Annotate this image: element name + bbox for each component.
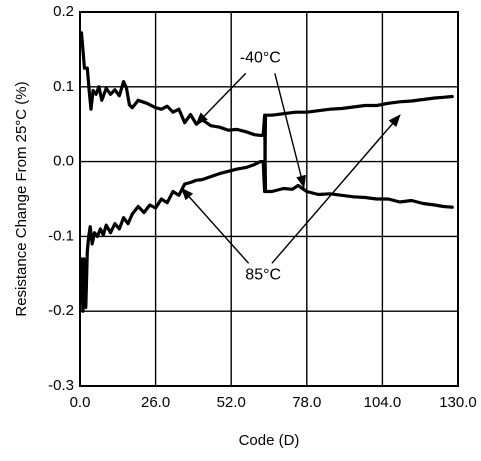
x-tick-label-1: 26.0 bbox=[141, 394, 170, 411]
x-tick-label-2: 52.0 bbox=[217, 394, 246, 411]
x-axis-label: Code (D) bbox=[239, 432, 300, 449]
y-tick-label-0: 0.2 bbox=[53, 3, 74, 20]
x-axis-ticks: 0.0 26.0 52.0 78.0 104.0 130.0 bbox=[70, 394, 477, 411]
annotation-label-1: 85°C bbox=[245, 267, 281, 284]
x-tick-label-0: 0.0 bbox=[70, 394, 91, 411]
y-tick-label-5: -0.3 bbox=[48, 377, 74, 394]
series-line-1 bbox=[79, 94, 454, 313]
plot-area-frame bbox=[79, 11, 459, 387]
annotations: -40°C 85°C bbox=[180, 47, 401, 287]
x-tick-label-3: 78.0 bbox=[292, 394, 321, 411]
annotation-arrow-1-1 bbox=[271, 114, 401, 264]
annotation-arrow-1-0 bbox=[180, 187, 250, 264]
x-tick-label-4: 104.0 bbox=[364, 394, 402, 411]
y-tick-label-1: 0.1 bbox=[53, 78, 74, 95]
annotation-label-bg-1 bbox=[241, 264, 286, 287]
x-tick-label-5: 130.0 bbox=[439, 394, 477, 411]
y-tick-label-4: -0.2 bbox=[48, 302, 74, 319]
y-tick-label-2: 0.0 bbox=[53, 153, 74, 170]
annotation-arrow-0-0 bbox=[195, 72, 247, 126]
y-axis-label: Resistance Change From 25°C (%) bbox=[13, 81, 30, 316]
annotation-arrow-0-1 bbox=[274, 73, 306, 189]
y-tick-label-3: -0.1 bbox=[48, 227, 74, 244]
grid-lines bbox=[80, 12, 458, 386]
y-axis-ticks: 0.2 0.1 0.0 -0.1 -0.2 -0.3 bbox=[48, 3, 74, 394]
annotation-label-bg-0 bbox=[233, 47, 287, 70]
annotation-label-0: -40°C bbox=[240, 50, 281, 67]
